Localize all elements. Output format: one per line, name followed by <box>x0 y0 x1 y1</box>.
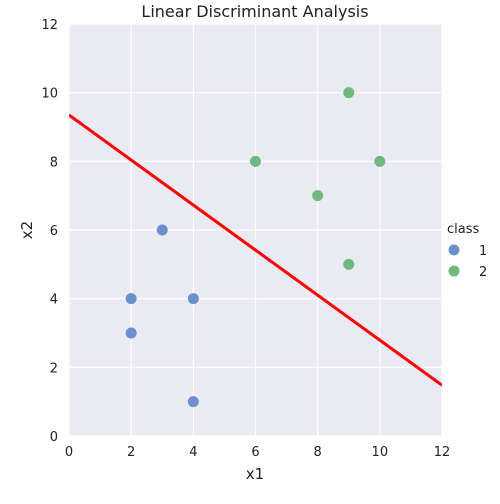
legend-marker-class-2 <box>448 265 460 277</box>
y-tick-label-10: 10 <box>41 87 58 102</box>
x-tick-label-4: 4 <box>189 445 197 460</box>
x-axis-label: x1 <box>246 465 264 483</box>
legend-label-class-2: 2 <box>479 265 487 280</box>
x-tick-label-8: 8 <box>314 445 322 460</box>
point-class-1-2 <box>125 293 137 305</box>
y-axis-label: x2 <box>18 221 36 239</box>
x-tick-label-10: 10 <box>372 445 389 460</box>
x-tick-label-12: 12 <box>434 445 451 460</box>
y-tick-label-6: 6 <box>50 224 58 239</box>
legend-title: class <box>447 222 479 237</box>
point-class-2-5 <box>343 258 355 270</box>
x-tick-label-6: 6 <box>251 445 259 460</box>
point-class-1-1 <box>156 224 168 236</box>
decision-boundary-line <box>69 113 442 387</box>
point-class-2-4 <box>312 190 324 202</box>
point-class-1-5 <box>187 396 199 408</box>
point-class-2-1 <box>343 87 355 99</box>
legend-marker-class-1 <box>448 244 460 256</box>
y-tick-label-12: 12 <box>41 18 58 33</box>
y-tick-label-4: 4 <box>50 293 58 308</box>
point-class-1-4 <box>125 327 137 339</box>
point-class-2-2 <box>250 155 261 167</box>
x-tick-label-2: 2 <box>127 445 135 460</box>
y-tick-label-0: 0 <box>50 430 58 445</box>
point-class-1-3 <box>187 293 199 305</box>
legend-label-class-1: 1 <box>479 244 487 259</box>
x-tick-label-0: 0 <box>65 445 73 460</box>
y-tick-label-8: 8 <box>50 155 58 170</box>
point-class-2-3 <box>374 155 386 167</box>
chart-title: Linear Discriminant Analysis <box>141 2 368 21</box>
y-tick-label-2: 2 <box>50 361 58 376</box>
